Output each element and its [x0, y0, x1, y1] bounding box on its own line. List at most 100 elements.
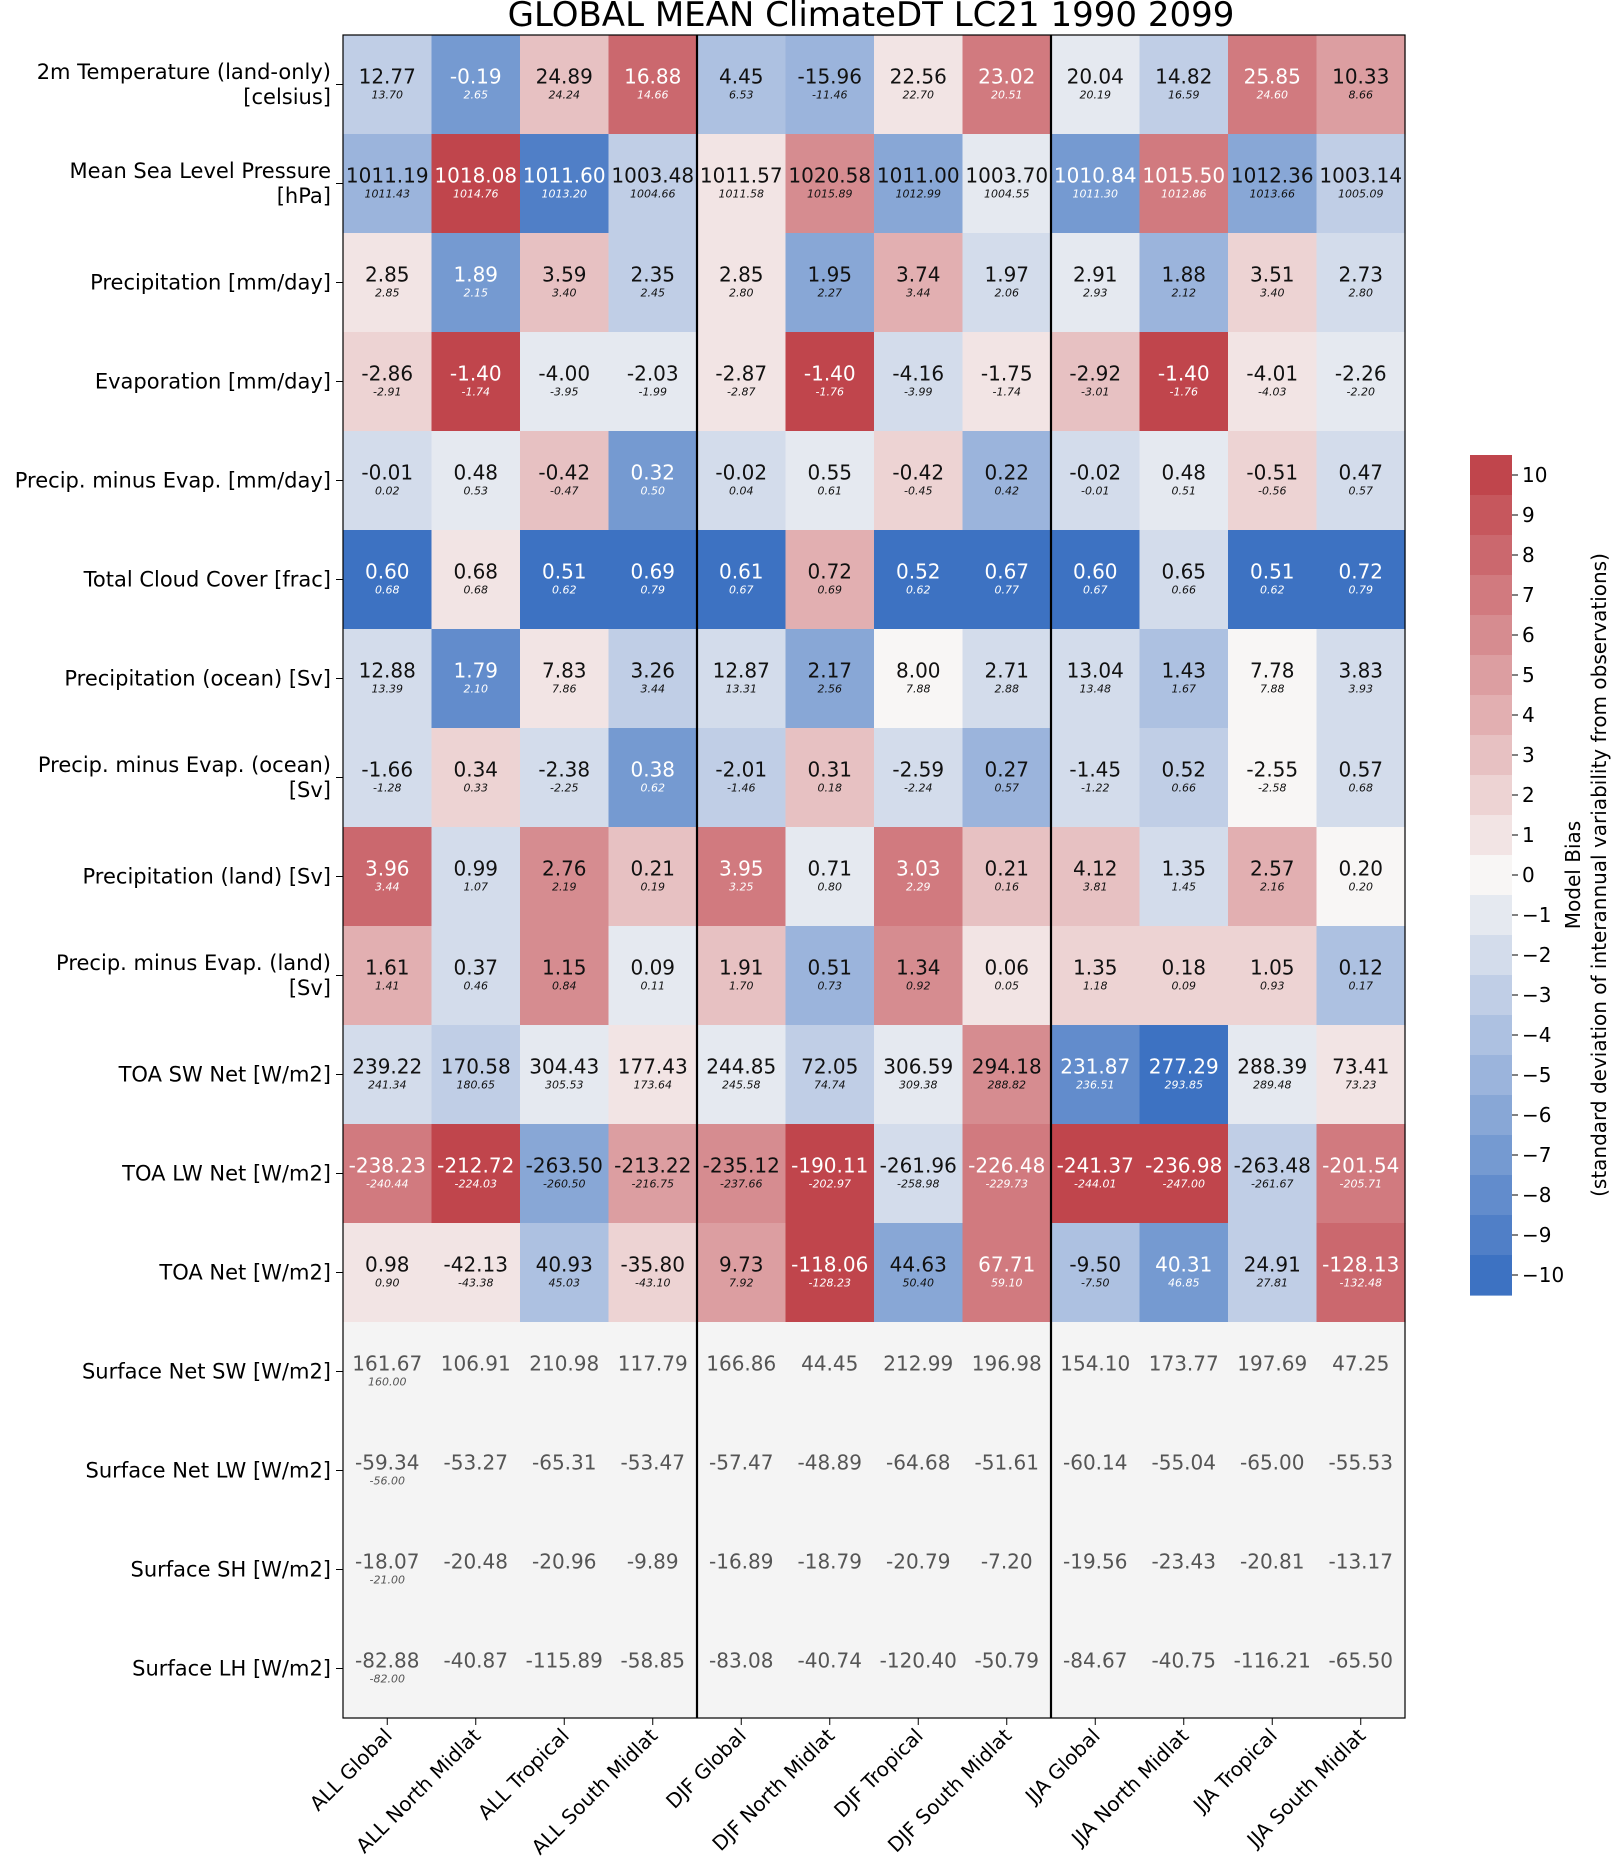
cell-observation-value: 0.02 — [375, 485, 400, 498]
cell-observation-value: 293.85 — [1165, 1079, 1204, 1092]
heatmap-cell — [1316, 1619, 1406, 1719]
heatmap-cell — [1139, 1322, 1229, 1422]
cell-observation-value: 3.40 — [552, 287, 577, 300]
cell-observation-value: 7.88 — [1260, 683, 1285, 696]
row-label: Mean Sea Level Pressure [hPa] — [70, 159, 331, 208]
cell-observation-value: -202.97 — [809, 1178, 851, 1191]
heatmap-cell — [608, 926, 698, 1026]
cell-observation-value: 74.74 — [814, 1079, 846, 1092]
heatmap-cell — [431, 827, 521, 927]
heatmap-cell — [1316, 1322, 1406, 1422]
cell-value: 3.26 — [630, 659, 675, 683]
row-label: Precipitation [mm/day] — [90, 271, 331, 295]
heatmap-cell — [874, 35, 964, 135]
heatmap-cell — [697, 1223, 787, 1323]
cell-value: 304.43 — [529, 1055, 599, 1079]
heatmap-cell — [1139, 1025, 1229, 1125]
cell-observation-value: -1.74 — [462, 386, 490, 399]
heatmap-cell — [608, 728, 698, 828]
heatmap-cell — [520, 827, 610, 927]
cell-value: 1012.36 — [1231, 164, 1314, 188]
heatmap-cell — [785, 926, 875, 1026]
cell-observation-value: -43.38 — [458, 1277, 493, 1290]
cell-value: 3.51 — [1250, 263, 1295, 287]
heatmap-cell — [874, 431, 964, 531]
cell-value: 47.25 — [1332, 1352, 1389, 1376]
cell-observation-value: -244.01 — [1074, 1178, 1116, 1191]
cell-value: -201.54 — [1322, 1154, 1399, 1178]
colorbar-tick-label: −8 — [1522, 1183, 1551, 1207]
cell-value: -4.00 — [538, 362, 590, 386]
cell-observation-value: -1.76 — [816, 386, 844, 399]
heatmap-cell — [874, 1223, 964, 1323]
cell-value: 1.89 — [453, 263, 498, 287]
cell-value: 197.69 — [1237, 1352, 1307, 1376]
heatmap-cell — [343, 35, 433, 135]
heatmap-cell — [697, 332, 787, 432]
cell-observation-value: -21.00 — [370, 1574, 405, 1587]
heatmap-cell — [1139, 926, 1229, 1026]
heatmap-cell — [431, 1025, 521, 1125]
cell-value: -2.55 — [1246, 758, 1298, 782]
cell-observation-value: 7.88 — [906, 683, 931, 696]
cell-value: 173.77 — [1149, 1352, 1219, 1376]
cell-observation-value: 3.93 — [1349, 683, 1374, 696]
heatmap-cell — [431, 1520, 521, 1620]
cell-observation-value: -2.87 — [727, 386, 755, 399]
row-label: Precip. minus Evap. (land) [Sv] — [56, 951, 331, 1000]
cell-value: 1.35 — [1161, 857, 1206, 881]
heatmap-cell — [962, 1322, 1052, 1422]
cell-observation-value: 2.16 — [1260, 881, 1285, 894]
cell-value: -19.56 — [1063, 1550, 1127, 1574]
heatmap-cell — [343, 1223, 433, 1323]
cell-value: -84.67 — [1063, 1649, 1127, 1673]
heatmap-cell — [1316, 1025, 1406, 1125]
heatmap-cell — [874, 530, 964, 630]
heatmap-cell — [1051, 629, 1141, 729]
cell-value: 12.77 — [359, 65, 416, 89]
cell-observation-value: 1004.55 — [984, 188, 1030, 201]
cell-value: 0.22 — [984, 461, 1029, 485]
heatmap-cell — [962, 827, 1052, 927]
cell-value: -236.98 — [1145, 1154, 1222, 1178]
cell-value: -82.88 — [355, 1649, 419, 1673]
cell-observation-value: -205.71 — [1340, 1178, 1382, 1191]
cell-observation-value: -2.91 — [373, 386, 401, 399]
cell-observation-value: 0.62 — [552, 584, 577, 597]
cell-value: 0.48 — [453, 461, 498, 485]
cell-observation-value: -3.01 — [1081, 386, 1109, 399]
heatmap-cell — [1316, 332, 1406, 432]
heatmap-cell — [1051, 926, 1141, 1026]
heatmap-cell — [1139, 233, 1229, 333]
colorbar-segment — [1470, 1255, 1512, 1296]
cell-observation-value: -4.03 — [1258, 386, 1286, 399]
cell-value: -0.42 — [538, 461, 590, 485]
row-label-line: Precip. minus Evap. [mm/day] — [15, 469, 331, 493]
cell-observation-value: -1.28 — [373, 782, 401, 795]
cell-value: 0.60 — [1073, 560, 1118, 584]
cell-value: 3.03 — [896, 857, 941, 881]
cell-observation-value: 2.19 — [552, 881, 577, 894]
heatmap-cell — [785, 1322, 875, 1422]
cell-observation-value: 0.61 — [818, 485, 843, 498]
cell-observation-value: 1.45 — [1172, 881, 1197, 894]
heatmap-cell — [785, 728, 875, 828]
cell-observation-value: 73.23 — [1345, 1079, 1377, 1092]
heatmap-cell — [697, 431, 787, 531]
row-label-line: [Sv] — [289, 976, 331, 1000]
cell-value: -64.68 — [886, 1451, 950, 1475]
cell-value: -20.81 — [1240, 1550, 1304, 1574]
cell-observation-value: 1011.43 — [365, 188, 411, 201]
heatmap-cell — [608, 1124, 698, 1224]
cell-value: 1020.58 — [788, 164, 871, 188]
heatmap-cell — [1051, 233, 1141, 333]
heatmap-cell — [874, 1619, 964, 1719]
cell-value: 1.35 — [1073, 956, 1118, 980]
heatmap-cell — [608, 1421, 698, 1521]
cell-observation-value: 236.51 — [1076, 1079, 1115, 1092]
heatmap-cell — [874, 1124, 964, 1224]
cell-value: 25.85 — [1244, 65, 1301, 89]
colorbar-segment — [1470, 575, 1512, 616]
row-label-line: Surface SH [W/m2] — [130, 1558, 331, 1582]
cell-observation-value: 14.66 — [637, 89, 669, 102]
